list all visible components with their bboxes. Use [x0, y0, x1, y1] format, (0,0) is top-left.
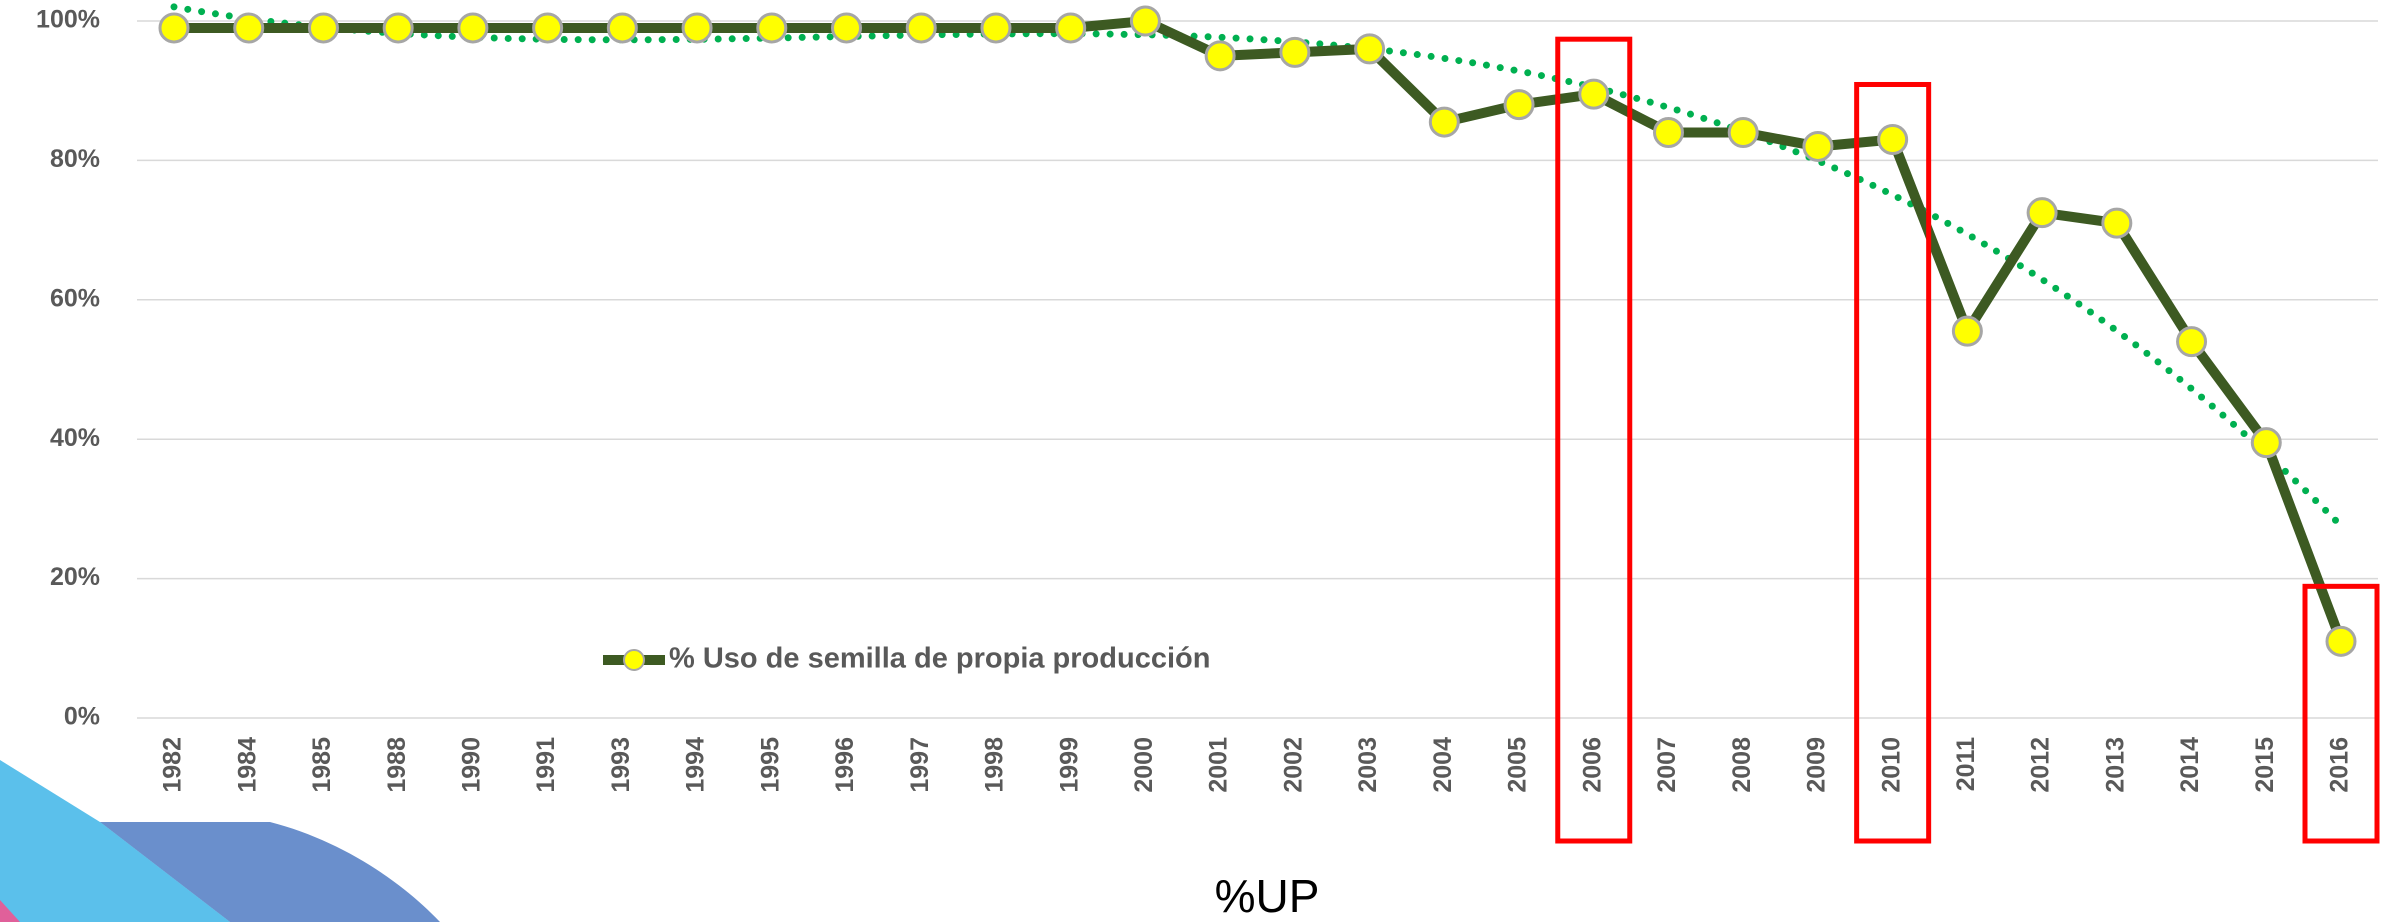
point [384, 14, 412, 42]
caption: %UP [1215, 870, 1320, 922]
point [1131, 7, 1159, 35]
x-tick-label: 1990 [458, 737, 486, 793]
x-tick-label: 2004 [1429, 737, 1457, 793]
point [1430, 108, 1458, 136]
x-tick-label: 2013 [2101, 737, 2129, 793]
x-tick-label: 1994 [682, 737, 710, 793]
line [174, 21, 2341, 641]
point [2252, 429, 2280, 457]
x-tick-label: 2000 [1130, 737, 1158, 793]
point [907, 14, 935, 42]
trendline [174, 7, 2341, 526]
point [2178, 328, 2206, 356]
x-tick-label: 1996 [831, 737, 859, 793]
highlight-box [2305, 586, 2377, 841]
y-tick-label: 60% [50, 284, 100, 312]
chart: 0% 20% 40% 60% 80% 100% 1982 1984 1985 1988 1990 19… [0, 0, 2395, 922]
point [982, 14, 1010, 42]
point [235, 14, 263, 42]
x-tick-label: 2012 [2027, 737, 2055, 793]
y-tick-label: 20% [50, 563, 100, 591]
x-tick-label: 2002 [1279, 737, 1307, 793]
point [2327, 627, 2355, 655]
point [608, 14, 636, 42]
y-tick-label: 100% [36, 6, 100, 34]
x-tick-label: 2010 [1877, 737, 1905, 793]
point [1804, 132, 1832, 160]
point [1654, 119, 1682, 147]
y-tick-label: 80% [50, 145, 100, 173]
x-tick-label: 2005 [1504, 737, 1532, 793]
point [1505, 91, 1533, 119]
point [833, 14, 861, 42]
x-tick-label: 2009 [1803, 737, 1831, 793]
x-tick-label: 2001 [1205, 737, 1233, 793]
point [1356, 35, 1384, 63]
point [459, 14, 487, 42]
x-tick-label: 1984 [233, 737, 261, 793]
y-tick-label: 0% [64, 703, 100, 731]
point [1281, 38, 1309, 66]
highlight-box [1558, 39, 1630, 841]
decoration [0, 760, 440, 922]
point [758, 14, 786, 42]
x-tick-label: 2015 [2251, 737, 2279, 793]
x-tick-label: 1997 [906, 737, 934, 793]
point [2028, 199, 2056, 227]
point [2103, 209, 2131, 237]
legend-label: % Uso de semilla de propia producción [669, 643, 1210, 675]
point [1953, 317, 1981, 345]
x-tick-label: 1999 [1055, 737, 1083, 793]
legend-marker [624, 650, 644, 670]
point [1580, 80, 1608, 108]
x-tick-label: 1995 [756, 737, 784, 793]
x-tick-label: 1998 [981, 737, 1009, 793]
point [309, 14, 337, 42]
x-tick-label: 2007 [1653, 737, 1681, 793]
point [683, 14, 711, 42]
point [1729, 119, 1757, 147]
point [1206, 42, 1234, 70]
y-tick-label: 40% [50, 424, 100, 452]
x-tick-label: 2003 [1354, 737, 1382, 793]
x-tick-label: 1982 [159, 737, 187, 793]
x-tick-label: 1991 [532, 737, 560, 793]
point [1879, 125, 1907, 153]
x-tick-label: 1988 [383, 737, 411, 793]
point [534, 14, 562, 42]
x-tick-label: 1985 [308, 737, 336, 793]
x-tick-label: 2011 [1952, 737, 1980, 791]
x-tick-label: 2014 [2176, 737, 2204, 793]
x-tick-label: 2016 [2326, 737, 2354, 793]
x-tick-label: 2006 [1578, 737, 1606, 793]
x-tick-label: 1993 [607, 737, 635, 793]
point [1057, 14, 1085, 42]
point [160, 14, 188, 42]
x-tick-label: 2008 [1728, 737, 1756, 793]
